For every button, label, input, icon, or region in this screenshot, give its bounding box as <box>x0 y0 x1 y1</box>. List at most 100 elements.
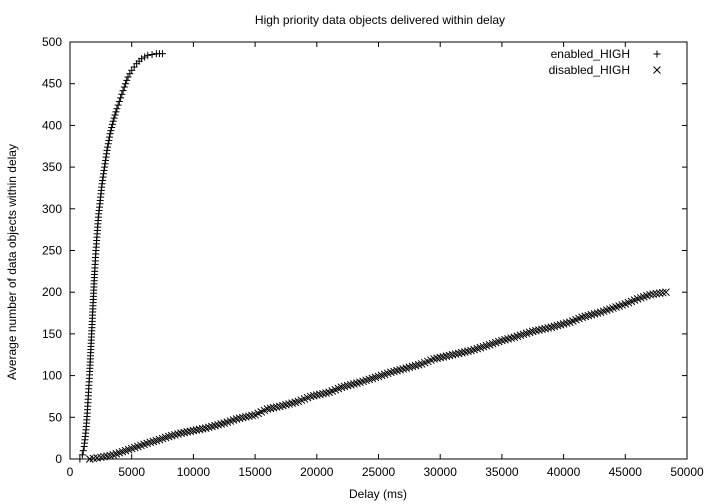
data-point <box>436 353 445 362</box>
y-tick-label: 400 <box>42 118 62 132</box>
legend-label-enabled: enabled_HIGH <box>551 47 630 61</box>
data-point <box>119 87 127 95</box>
data-point <box>171 430 179 439</box>
data-point <box>112 108 120 116</box>
data-point <box>541 324 549 333</box>
data-point <box>96 453 105 462</box>
data-point <box>652 289 661 298</box>
y-tick-label: 50 <box>49 410 63 424</box>
data-point <box>238 413 247 422</box>
data-point <box>211 421 219 430</box>
data-point <box>393 366 401 375</box>
data-point <box>430 355 438 363</box>
data-point <box>204 423 213 432</box>
data-point <box>113 105 121 113</box>
data-point <box>111 111 119 119</box>
data-point <box>528 327 537 336</box>
data-point <box>110 114 118 122</box>
data-point <box>124 73 132 81</box>
data-point <box>433 354 441 363</box>
data-point <box>649 290 658 299</box>
data-point <box>646 290 654 299</box>
data-point <box>578 313 586 322</box>
data-point <box>346 380 355 389</box>
y-tick-label: 450 <box>42 77 62 91</box>
data-point <box>353 379 361 387</box>
data-point <box>655 289 664 298</box>
data-point <box>408 362 417 371</box>
y-axis: 0 50 100 150 200 250 300 350 400 450 500 <box>42 35 687 466</box>
data-point <box>107 127 115 135</box>
y-tick-label: 250 <box>42 244 62 258</box>
data-point <box>269 403 278 412</box>
data-point <box>245 412 253 421</box>
legend-marker-enabled <box>653 50 661 58</box>
data-point <box>123 76 131 84</box>
data-point <box>114 101 122 109</box>
data-point <box>581 312 590 321</box>
data-point <box>531 326 540 335</box>
data-point <box>535 326 543 334</box>
data-point <box>198 424 207 433</box>
data-point <box>547 323 556 332</box>
data-point <box>235 414 244 423</box>
data-point <box>457 348 466 357</box>
x-tick-label: 25000 <box>362 465 396 479</box>
data-point <box>78 451 86 459</box>
legend-label-disabled: disabled_HIGH <box>549 63 630 77</box>
data-point <box>593 309 602 317</box>
data-point <box>126 70 134 78</box>
data-point <box>507 334 516 342</box>
data-point <box>559 320 568 328</box>
data-point <box>279 401 287 410</box>
data-point <box>538 325 546 334</box>
data-point <box>291 398 300 407</box>
data-point <box>451 350 460 358</box>
data-point <box>79 447 87 455</box>
data-point <box>164 432 173 441</box>
x-tick-label: 15000 <box>238 465 272 479</box>
data-point <box>454 349 463 358</box>
data-point <box>399 365 408 373</box>
data-point <box>100 452 108 461</box>
x-tick-label: 35000 <box>485 465 519 479</box>
data-point <box>402 364 411 372</box>
data-point <box>174 430 182 438</box>
x-tick-label: 50000 <box>670 465 704 479</box>
data-point <box>138 55 146 63</box>
data-point <box>122 80 130 88</box>
data-point <box>167 431 176 440</box>
data-point <box>201 424 210 432</box>
plot-area <box>69 41 688 460</box>
data-point <box>217 420 226 428</box>
data-point <box>343 381 352 390</box>
data-point <box>288 399 296 407</box>
data-point <box>104 143 112 151</box>
chart-title: High priority data objects delivered wit… <box>255 13 505 27</box>
data-point <box>461 348 469 356</box>
series-layer <box>76 50 670 463</box>
data-point <box>312 391 321 399</box>
data-point <box>232 415 241 423</box>
x-tick-label: 5000 <box>118 465 145 479</box>
data-point <box>275 402 284 411</box>
data-point <box>108 123 116 131</box>
data-point <box>208 422 216 431</box>
legend-markers <box>653 50 661 74</box>
data-point <box>282 400 290 409</box>
x-axis: 0 5000 10000 15000 20000 25000 30000 35000 40000… <box>67 42 704 479</box>
data-point <box>106 451 114 460</box>
data-point <box>658 288 667 297</box>
data-point <box>386 368 395 377</box>
data-point <box>248 411 256 420</box>
data-point <box>76 455 84 463</box>
data-point <box>180 428 188 437</box>
data-point <box>103 146 111 154</box>
data-point <box>390 367 398 376</box>
y-tick-label: 150 <box>42 327 62 341</box>
data-point <box>120 83 128 91</box>
data-point <box>105 133 113 141</box>
y-tick-label: 0 <box>55 452 62 466</box>
data-point <box>587 310 596 319</box>
data-point <box>556 320 565 329</box>
